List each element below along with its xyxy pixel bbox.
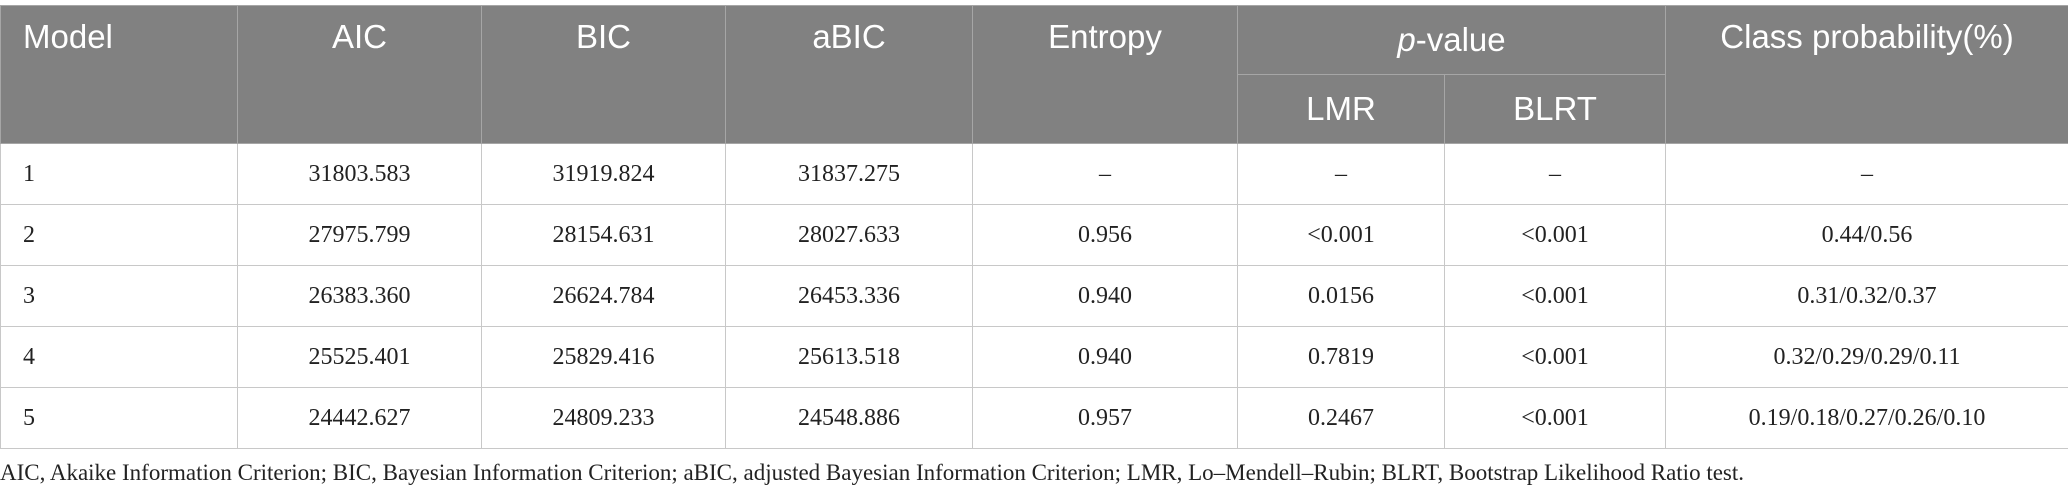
results-table: Model AIC BIC aBIC Entropy p-value Class… [0, 5, 2068, 449]
table-cell: 28027.633 [725, 204, 973, 266]
table-cell: <0.001 [1444, 204, 1666, 266]
table-cell: 25525.401 [237, 326, 482, 388]
table-cell: 31919.824 [481, 143, 726, 205]
header-cell: Class probability(%) [1665, 5, 2068, 144]
header-cell: Model [0, 5, 238, 144]
table-cell: 26453.336 [725, 265, 973, 327]
table-cell: 0.32/0.29/0.29/0.11 [1665, 326, 2068, 388]
table-cell: 1 [0, 143, 238, 205]
table-cell: <0.001 [1237, 204, 1445, 266]
table-cell: <0.001 [1444, 387, 1666, 449]
header-cell: Entropy [972, 5, 1238, 144]
table-cell: 24809.233 [481, 387, 726, 449]
table-row: 5 24442.627 24809.233 24548.886 0.957 0.2467 <… [0, 387, 2068, 449]
table-cell: <0.001 [1444, 265, 1666, 327]
table-row: 1 31803.583 31919.824 31837.275– – – – [0, 143, 2068, 205]
table-cell: 2 [0, 204, 238, 266]
table-cell: <0.001 [1444, 326, 1666, 388]
table-cell: 3 [0, 265, 238, 327]
table-cell: 0.0156 [1237, 265, 1445, 327]
table-row: 2 27975.799 28154.631 28027.633 0.956 <0.001 <… [0, 204, 2068, 266]
header-cell: BLRT [1444, 74, 1666, 144]
table-cell: 26383.360 [237, 265, 482, 327]
table-cell: 0.956 [972, 204, 1238, 266]
table-cell: 24548.886 [725, 387, 973, 449]
table-row: 4 25525.401 25829.416 25613.518 0.940 0.7819 <… [0, 326, 2068, 388]
table-cell: 0.19/0.18/0.27/0.26/0.10 [1665, 387, 2068, 449]
table-cell: 24442.627 [237, 387, 482, 449]
header-cell: p-value [1237, 5, 1666, 75]
table-cell: 4 [0, 326, 238, 388]
footnote: AIC, Akaike Information Criterion; BIC, … [0, 460, 1745, 485]
table-row: 3 26383.360 26624.784 26453.336 0.940 0.0156 <… [0, 265, 2068, 327]
table-cell: 31837.275 [725, 143, 973, 205]
table-cell: 26624.784 [481, 265, 726, 327]
table-cell: 0.31/0.32/0.37 [1665, 265, 2068, 327]
header-cell: LMR [1237, 74, 1445, 144]
table-cell: 0.940 [972, 265, 1238, 327]
table-body: 1 31803.583 31919.824 31837.275– – – –2 27975.7… [0, 143, 2068, 449]
table-cell: 0.7819 [1237, 326, 1445, 388]
table-cell: 27975.799 [237, 204, 482, 266]
header-cell: AIC [237, 5, 482, 144]
table-cell: – [1237, 143, 1445, 205]
table-header: Model AIC BIC aBIC Entropy p-value Class… [0, 5, 2068, 144]
table-cell: 0.957 [972, 387, 1238, 449]
table-cell: 5 [0, 387, 238, 449]
table-cell: – [1444, 143, 1666, 205]
table-cell: 25613.518 [725, 326, 973, 388]
table-cell: – [1665, 143, 2068, 205]
table-cell: – [972, 143, 1238, 205]
header-text: -value [1415, 21, 1506, 58]
header-cell: aBIC [725, 5, 973, 144]
table-cell: 0.940 [972, 326, 1238, 388]
table-cell: 0.2467 [1237, 387, 1445, 449]
table-cell: 28154.631 [481, 204, 726, 266]
table-cell: 25829.416 [481, 326, 726, 388]
header-italic: p [1397, 21, 1416, 58]
table-cell: 0.44/0.56 [1665, 204, 2068, 266]
header-cell: BIC [481, 5, 726, 144]
table-cell: 31803.583 [237, 143, 482, 205]
